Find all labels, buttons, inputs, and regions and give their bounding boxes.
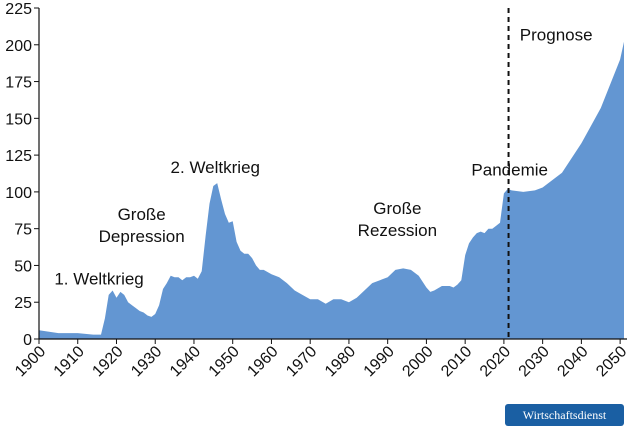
annotation-label: Depression xyxy=(99,227,185,246)
x-tick-label: 1940 xyxy=(167,343,204,380)
annotation-label: 1. Weltkrieg xyxy=(54,270,143,289)
x-tick-label: 1910 xyxy=(51,343,88,380)
x-tick-label: 1900 xyxy=(12,343,49,380)
annotation-label: Pandemie xyxy=(471,161,548,180)
y-tick-label: 75 xyxy=(14,222,32,239)
y-tick-label: 175 xyxy=(5,75,32,92)
x-tick-label: 1970 xyxy=(283,343,320,380)
y-tick-label: 50 xyxy=(14,258,32,275)
annot-layer: 1. Weltkrieg Große Depression 2. Weltkrieg G… xyxy=(54,25,592,288)
y-tick-label: 225 xyxy=(5,1,32,18)
y-tick-label: 150 xyxy=(5,111,32,128)
y-tick-label: 25 xyxy=(14,295,32,312)
x-tick-label: 2000 xyxy=(399,343,436,380)
y-tick-label: 0 xyxy=(23,332,32,349)
annotation-label: Rezession xyxy=(358,221,437,240)
x-tick-label: 1950 xyxy=(206,343,243,380)
annotation-label: 2. Weltkrieg xyxy=(171,158,260,177)
x-tick-label: 1930 xyxy=(128,343,165,380)
x-tick-label: 2050 xyxy=(593,343,630,380)
area-layer xyxy=(39,41,624,340)
x-tick-label: 1920 xyxy=(89,343,126,380)
x-tick-label: 2040 xyxy=(554,343,591,380)
y-tick-label: 100 xyxy=(5,185,32,202)
x-tick-label: 1960 xyxy=(244,343,281,380)
y-tick-label: 200 xyxy=(5,38,32,55)
source-badge: Wirtschaftsdienst xyxy=(505,404,624,426)
annotation-label: Große xyxy=(373,199,421,218)
y-tick-label: 125 xyxy=(5,148,32,165)
x-tick-label: 2020 xyxy=(477,343,514,380)
area-series xyxy=(39,41,624,340)
x-tick-label: 2030 xyxy=(516,343,553,380)
x-tick-label: 1990 xyxy=(361,343,398,380)
annotation-label: Große xyxy=(118,205,166,224)
x-tick-label: 1980 xyxy=(322,343,359,380)
annotation-label: Prognose xyxy=(520,25,593,44)
x-tick-label: 2010 xyxy=(438,343,475,380)
